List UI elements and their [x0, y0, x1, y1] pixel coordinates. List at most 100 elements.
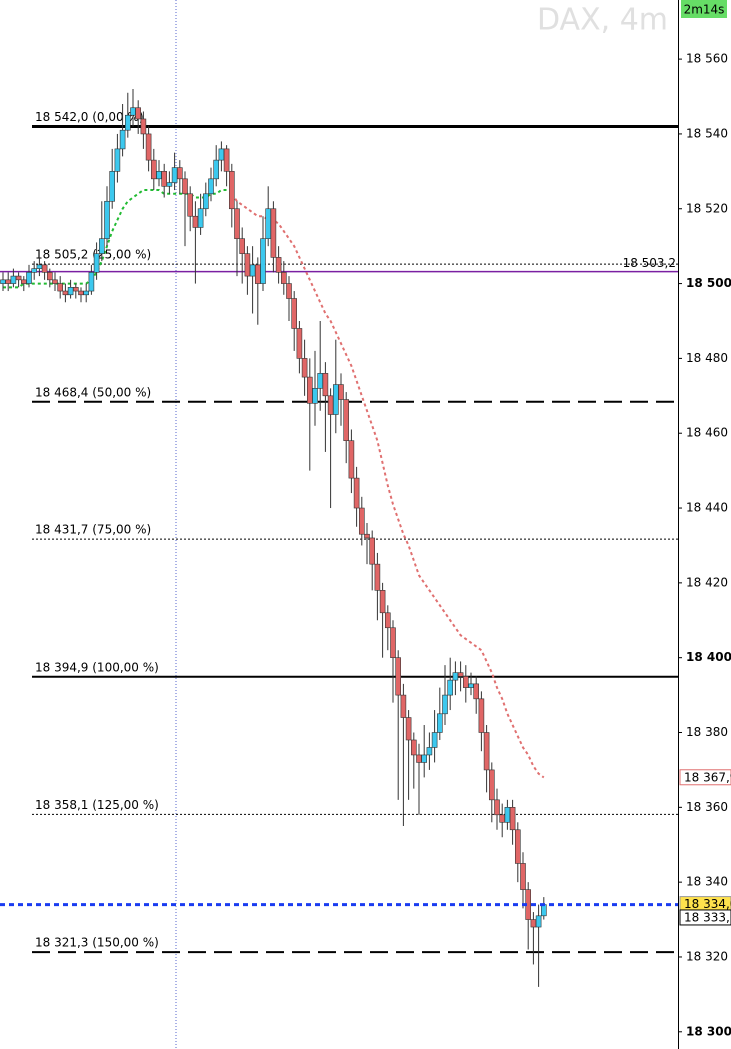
candle-body	[457, 672, 464, 677]
candle-body	[447, 679, 454, 696]
candle-body	[229, 171, 235, 210]
y-tick-label: 18 520	[686, 201, 728, 215]
y-tick-label: 18 480	[686, 351, 728, 365]
y-tick-label: 18 560	[686, 52, 728, 66]
candle-body	[379, 590, 386, 614]
candle-body	[125, 114, 131, 131]
chart-title: DAX, 4m	[537, 3, 668, 38]
candle-body	[109, 171, 115, 202]
candle-body	[255, 264, 261, 284]
candle-body	[520, 863, 526, 890]
price-tag-label: 18 333,1	[684, 910, 731, 924]
candle-body	[36, 264, 43, 269]
level-label: 18 321,3 (150,00 %)	[35, 936, 159, 950]
candle-body	[296, 328, 303, 359]
y-tick-label: 18 340	[686, 875, 728, 889]
moving-average	[3, 189, 232, 289]
candle-body	[192, 215, 199, 228]
candle-body	[15, 275, 22, 281]
candle-body	[374, 563, 381, 591]
candle-body	[31, 268, 38, 273]
candle-body	[483, 732, 490, 771]
candle-body	[249, 264, 256, 277]
candle-body	[208, 178, 214, 195]
candle-body	[218, 148, 225, 161]
candle-body	[119, 129, 126, 150]
candle-body	[509, 807, 516, 831]
candle-body	[5, 279, 11, 284]
candle-body	[62, 290, 69, 296]
candle-body	[442, 694, 448, 715]
candle-body	[384, 612, 391, 629]
y-tick-label: 18 300	[686, 1024, 731, 1038]
candle-body	[135, 107, 141, 120]
y-tick-label: 18 320	[686, 949, 728, 963]
candle-body	[400, 694, 407, 718]
level-label: 18 505,2 (25,00 %)	[35, 248, 151, 262]
y-tick-label: 18 500	[686, 276, 731, 290]
candle-body	[535, 915, 542, 928]
candle-body	[275, 257, 282, 273]
candle-body	[343, 399, 350, 441]
candle-body	[452, 672, 459, 681]
candle-body	[239, 238, 245, 254]
candle-body	[67, 287, 74, 296]
y-tick-label: 18 440	[686, 501, 728, 515]
price-tag	[679, 769, 731, 786]
candle-body	[468, 683, 474, 688]
level-label: 18 431,7 (75,00 %)	[35, 523, 151, 537]
candle-body	[421, 754, 428, 763]
plot: 18 542,0 (0,00 %) 18 505,2 (25,00 %) 18 46…	[0, 89, 678, 987]
candle-body	[57, 283, 64, 292]
y-tick-label: 18 400	[686, 650, 731, 664]
level-label: 18 394,9 (100,00 %)	[35, 660, 159, 674]
candle-body	[286, 283, 292, 299]
candle-body	[358, 507, 365, 535]
candle-body	[145, 133, 152, 161]
candle-body	[478, 698, 485, 733]
y-tick-label: 18 540	[686, 126, 728, 140]
candle-body	[390, 627, 396, 658]
candle-body	[504, 807, 511, 823]
candle-body	[301, 358, 308, 378]
y-tick-label: 18 380	[686, 725, 728, 739]
candle-body	[161, 171, 167, 187]
candle-body	[322, 373, 329, 397]
price-tag-label: 18 367,9	[684, 770, 731, 784]
current-price-label: 18 334,0	[684, 897, 731, 911]
level-label: 18 468,4 (50,00 %)	[35, 385, 151, 399]
candle-body	[234, 208, 240, 239]
candle-body	[416, 754, 422, 763]
candle-body	[312, 388, 318, 404]
candle-body	[73, 287, 79, 292]
y-tick-label: 18 420	[686, 575, 728, 589]
candle-body	[327, 395, 334, 415]
candle-body	[166, 182, 173, 187]
candle-body	[0, 279, 6, 284]
candle-body	[140, 118, 147, 135]
marker-label: 18 503,2	[623, 256, 676, 270]
candle-body	[426, 747, 433, 756]
candle-body	[104, 200, 110, 239]
candle-body	[332, 384, 339, 415]
candle-body	[130, 107, 136, 116]
candle-body	[410, 739, 417, 756]
candle-body	[171, 167, 178, 183]
candle-body	[270, 208, 277, 258]
candle-body	[348, 440, 355, 479]
candle-body	[88, 272, 95, 292]
candle-body	[291, 298, 298, 329]
candle-body	[431, 732, 438, 748]
candle-body	[78, 290, 84, 296]
candle-body	[93, 253, 100, 273]
candle-body	[213, 159, 219, 180]
level-label: 18 358,1 (125,00 %)	[35, 798, 159, 812]
candle-body	[405, 717, 412, 741]
candle-body	[223, 148, 230, 172]
candle-body	[364, 533, 370, 539]
y-tick-label: 18 360	[686, 800, 728, 814]
candle-body	[99, 238, 105, 254]
y-tick-label: 18 460	[686, 426, 728, 440]
